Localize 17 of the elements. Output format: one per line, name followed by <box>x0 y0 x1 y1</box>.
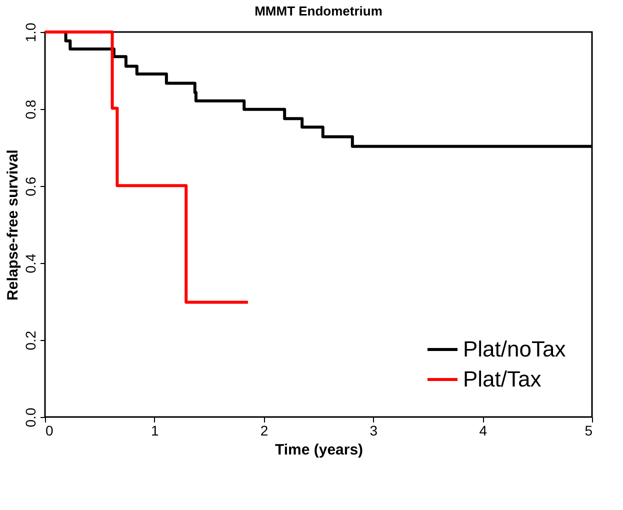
y-axis-title: Relapse-free survival <box>4 150 22 300</box>
y-tick-label: 0.8 <box>22 100 38 120</box>
x-tick-label: 0 <box>46 422 54 438</box>
legend-label: Plat/Tax <box>463 366 542 392</box>
y-tick-label: 0.4 <box>22 254 38 274</box>
x-tick-label: 2 <box>260 422 268 438</box>
y-tick-label: 0.6 <box>22 176 38 196</box>
x-tick-label: 4 <box>479 422 488 438</box>
y-tick-label: 0.2 <box>22 330 38 350</box>
y-tick-label: 0.0 <box>22 408 38 428</box>
x-axis-title: Time (years) <box>274 442 364 458</box>
x-tick-label: 1 <box>151 422 159 438</box>
x-tick-label: 3 <box>370 422 378 438</box>
chart-title: MMMT Endometrium <box>254 3 382 18</box>
x-tick-label: 5 <box>584 422 593 438</box>
y-tick-label: 1.0 <box>22 22 38 42</box>
legend-label: Plat/noTax <box>463 336 566 362</box>
